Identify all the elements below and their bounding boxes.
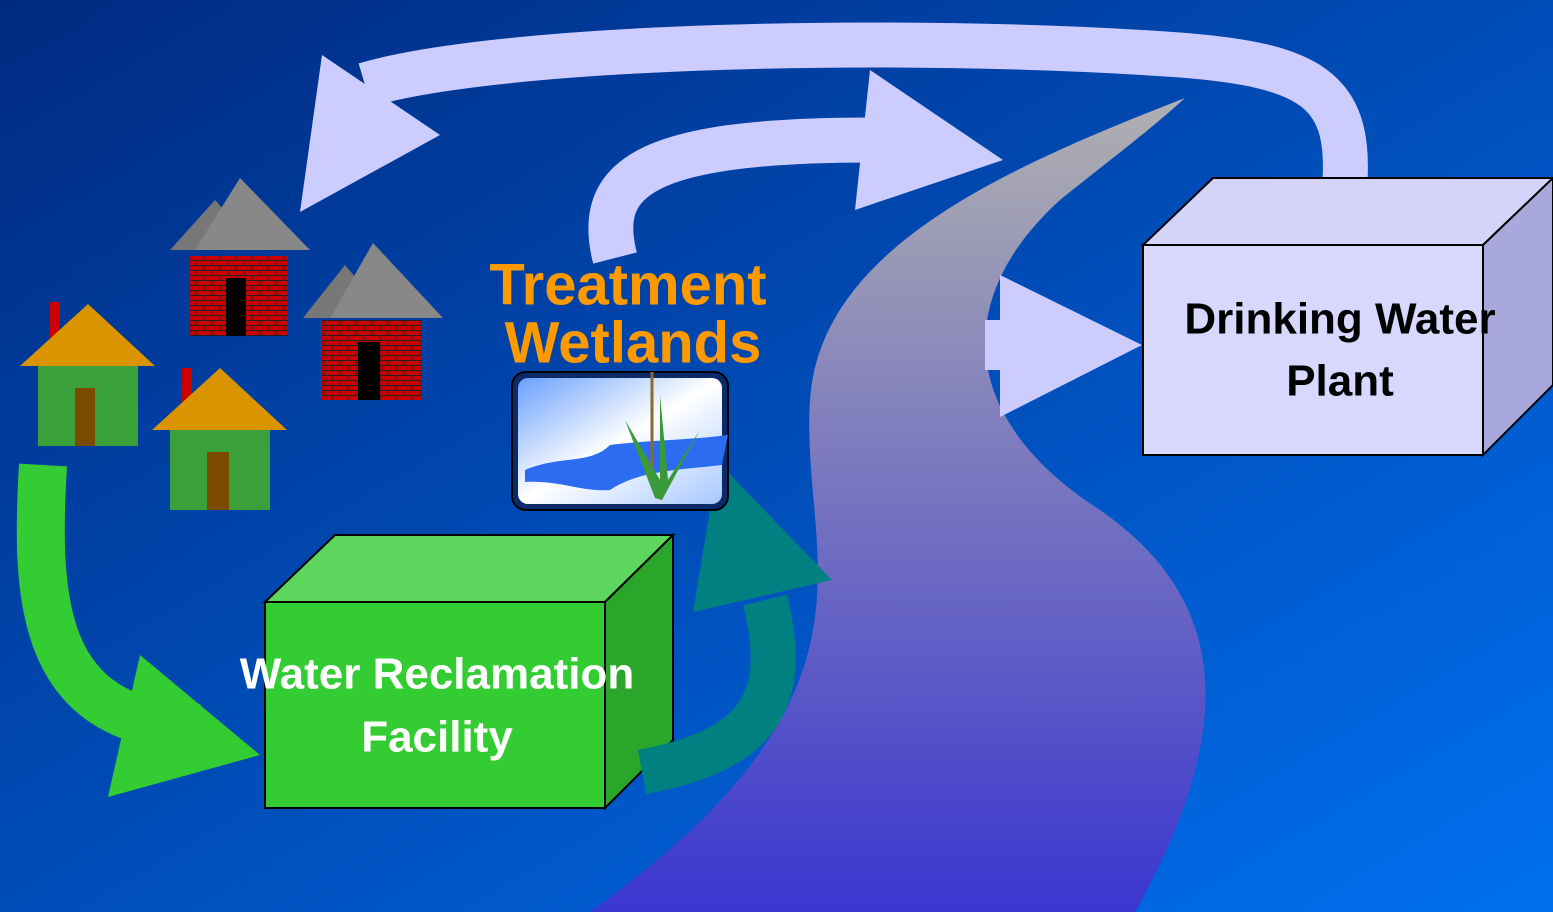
page: Treatment Wetlands Drinking Water Plant …: [0, 0, 1553, 912]
node-label: Water Reclamation: [240, 650, 634, 699]
node-label: Plant: [1286, 357, 1394, 406]
box-front: [1143, 245, 1483, 455]
box-top: [1143, 178, 1553, 245]
box-top: [265, 535, 673, 602]
node-label: Drinking Water: [1184, 295, 1495, 344]
node-label: Treatment: [489, 252, 766, 317]
node-label: Facility: [361, 713, 513, 762]
diagram: Treatment Wetlands Drinking Water Plant …: [0, 0, 1553, 912]
box-front: [265, 602, 605, 808]
wetlands-icon: [512, 372, 728, 510]
node-label: Wetlands: [505, 310, 762, 375]
